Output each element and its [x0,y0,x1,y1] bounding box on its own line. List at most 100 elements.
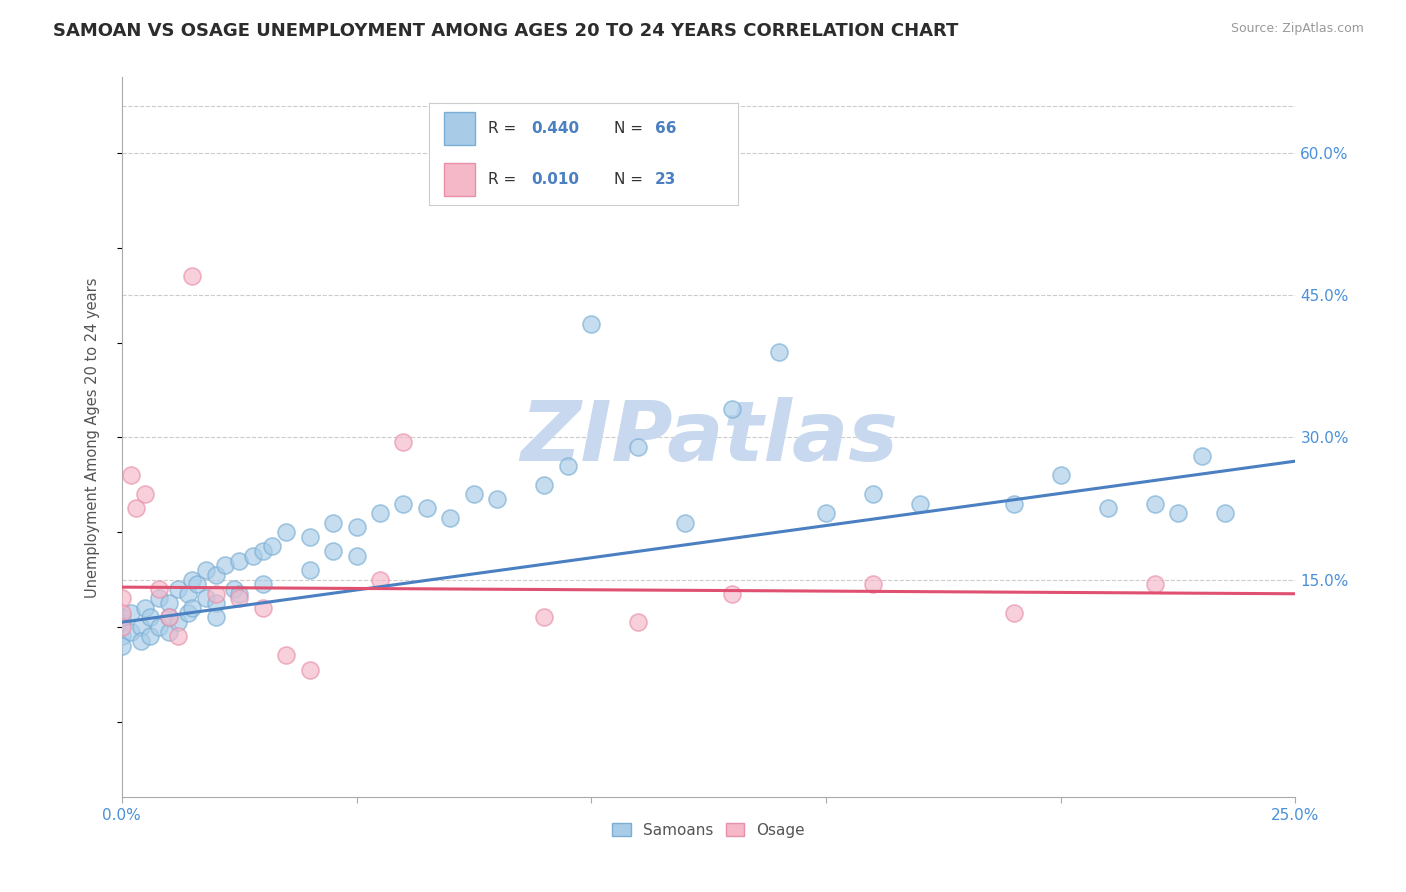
Point [368,573,391,587]
Point [721,402,744,417]
Text: N =: N = [614,172,648,187]
Text: 0.440: 0.440 [531,120,579,136]
Point [167,615,190,630]
Point [181,269,204,284]
Point [533,478,555,492]
Point [252,577,274,591]
Text: 0.010: 0.010 [531,172,579,187]
Point [322,516,344,530]
Point [814,506,837,520]
Point [581,317,603,331]
Point [298,530,321,544]
Y-axis label: Unemployment Among Ages 20 to 24 years: Unemployment Among Ages 20 to 24 years [86,277,100,598]
Point [157,610,180,624]
Point [721,587,744,601]
Point [557,458,579,473]
Point [148,591,170,606]
Point [322,544,344,558]
Point [111,615,134,630]
Text: Source: ZipAtlas.com: Source: ZipAtlas.com [1230,22,1364,36]
Point [486,491,509,506]
Text: SAMOAN VS OSAGE UNEMPLOYMENT AMONG AGES 20 TO 24 YEARS CORRELATION CHART: SAMOAN VS OSAGE UNEMPLOYMENT AMONG AGES … [53,22,959,40]
Point [157,624,180,639]
Point [228,553,250,567]
Point [228,591,250,606]
Point [416,501,439,516]
Point [195,591,218,606]
Point [242,549,264,563]
Point [1143,497,1166,511]
Point [111,591,134,606]
Point [111,610,134,624]
Text: 23: 23 [655,172,676,187]
Point [129,634,152,648]
Point [228,587,250,601]
Point [1002,606,1025,620]
Point [157,610,180,624]
Point [204,567,226,582]
Point [181,573,204,587]
Point [195,563,218,577]
Point [1167,506,1189,520]
Point [134,601,156,615]
Point [439,511,461,525]
Point [1049,468,1071,483]
Point [214,558,236,573]
Point [627,440,650,454]
Text: 66: 66 [655,120,676,136]
Point [392,497,415,511]
Point [181,601,204,615]
Point [673,516,696,530]
Point [862,577,884,591]
Point [392,435,415,450]
Point [1213,506,1236,520]
Point [368,506,391,520]
Point [1002,497,1025,511]
Point [167,629,190,643]
Point [627,615,650,630]
Point [134,487,156,501]
Point [346,549,368,563]
Point [1097,501,1119,516]
Point [224,582,246,596]
Point [1143,577,1166,591]
Text: N =: N = [614,120,648,136]
Point [204,610,226,624]
Point [276,648,298,663]
Point [129,620,152,634]
Point [252,601,274,615]
Text: ZIPatlas: ZIPatlas [520,397,897,478]
Legend: Samoans, Osage: Samoans, Osage [606,816,811,844]
Point [186,577,208,591]
Point [276,525,298,540]
Point [120,468,142,483]
Point [111,620,134,634]
Point [148,582,170,596]
Point [908,497,931,511]
Point [157,596,180,610]
Point [1191,450,1213,464]
Point [148,620,170,634]
Point [533,610,555,624]
Point [176,606,198,620]
Point [463,487,485,501]
Point [167,582,190,596]
Point [204,596,226,610]
Point [204,587,226,601]
Point [120,624,142,639]
Point [120,606,142,620]
Point [111,629,134,643]
Point [111,606,134,620]
Text: R =: R = [488,120,520,136]
Point [768,345,790,359]
FancyBboxPatch shape [444,112,475,145]
Point [298,663,321,677]
Point [346,520,368,534]
Point [125,501,148,516]
Point [176,587,198,601]
Text: R =: R = [488,172,520,187]
FancyBboxPatch shape [444,163,475,196]
Point [139,629,162,643]
Point [260,540,283,554]
Point [298,563,321,577]
